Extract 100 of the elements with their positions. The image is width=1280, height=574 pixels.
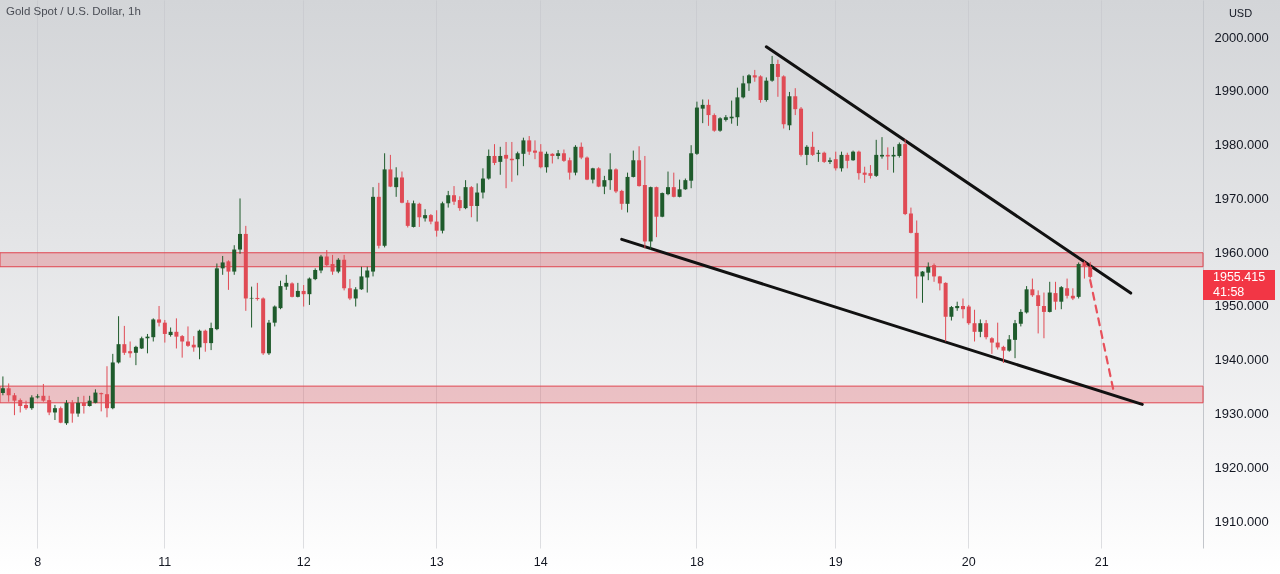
candlestick bbox=[1053, 281, 1058, 311]
x-tick-label: 8 bbox=[34, 554, 42, 569]
candlestick bbox=[307, 277, 312, 306]
candlestick bbox=[1041, 292, 1046, 339]
candlestick bbox=[567, 157, 572, 181]
candlestick bbox=[64, 399, 69, 426]
candlestick bbox=[423, 208, 428, 223]
candlestick bbox=[712, 112, 717, 133]
y-tick-label: 2000.000 bbox=[1214, 29, 1269, 45]
x-tick-label: 13 bbox=[429, 554, 444, 569]
x-tick-label: 19 bbox=[828, 554, 843, 569]
candlestick bbox=[157, 305, 162, 327]
candlestick bbox=[735, 87, 740, 127]
candlestick bbox=[706, 98, 711, 127]
candlestick bbox=[527, 135, 532, 156]
candlestick bbox=[347, 278, 352, 301]
candlestick bbox=[405, 199, 410, 228]
candlestick bbox=[874, 139, 879, 178]
candlestick bbox=[122, 325, 127, 356]
candlestick bbox=[480, 167, 485, 199]
candlestick bbox=[174, 317, 179, 349]
candlestick bbox=[180, 334, 185, 359]
candlestick bbox=[960, 297, 965, 319]
candlestick bbox=[99, 392, 104, 412]
candlestick bbox=[972, 309, 977, 342]
candlestick bbox=[197, 329, 202, 360]
candlestick bbox=[544, 151, 549, 174]
candlestick bbox=[833, 151, 838, 171]
candlestick bbox=[185, 325, 190, 348]
candlestick bbox=[671, 172, 676, 198]
candlestick bbox=[272, 304, 277, 327]
candlestick bbox=[318, 254, 323, 274]
candlestick bbox=[417, 202, 422, 228]
candlestick bbox=[770, 55, 775, 83]
candlestick bbox=[12, 392, 17, 416]
y-axis-title: USD bbox=[1228, 6, 1253, 19]
chart-title: Gold Spot / U.S. Dollar, 1h bbox=[6, 5, 141, 17]
y-tick-label: 1980.000 bbox=[1214, 137, 1269, 153]
candlestick bbox=[775, 59, 780, 98]
y-tick-label: 1920.000 bbox=[1214, 459, 1269, 475]
candlestick bbox=[359, 266, 364, 291]
candlestick bbox=[388, 154, 393, 188]
candlestick bbox=[70, 399, 75, 424]
candlestick bbox=[758, 74, 763, 104]
candlestick bbox=[232, 244, 237, 276]
candlestick bbox=[1047, 281, 1052, 313]
candlestick bbox=[434, 209, 439, 238]
candlestick bbox=[764, 76, 769, 103]
candlestick bbox=[1030, 278, 1035, 298]
candlestick bbox=[151, 317, 156, 342]
candlestick bbox=[1024, 285, 1029, 315]
candlestick bbox=[76, 396, 81, 418]
candlestick bbox=[602, 175, 607, 195]
candlestick bbox=[24, 400, 29, 411]
candlestick bbox=[226, 259, 231, 291]
candlestick bbox=[504, 141, 509, 189]
candlestick bbox=[619, 189, 624, 211]
candlestick bbox=[631, 150, 636, 178]
candlestick bbox=[469, 185, 474, 218]
x-tick-label: 14 bbox=[533, 554, 548, 569]
candlestick bbox=[498, 146, 503, 176]
candlestick bbox=[908, 207, 913, 234]
candlestick bbox=[793, 87, 798, 116]
candlestick bbox=[810, 131, 815, 157]
candlestick bbox=[116, 315, 121, 365]
candlestick bbox=[816, 149, 821, 163]
candlestick bbox=[353, 286, 358, 308]
candlestick bbox=[255, 282, 260, 302]
candlestick bbox=[827, 157, 832, 165]
candlestick bbox=[608, 152, 613, 191]
candlestick bbox=[700, 98, 705, 124]
candlestick bbox=[966, 304, 971, 326]
y-tick-label: 1930.000 bbox=[1214, 406, 1269, 422]
text: 41:58 bbox=[1213, 284, 1245, 299]
candlestick bbox=[463, 179, 468, 210]
candlestick bbox=[486, 149, 491, 181]
y-tick-label: 1970.000 bbox=[1214, 190, 1269, 206]
candlestick bbox=[0, 375, 5, 396]
y-tick-label: 1960.000 bbox=[1214, 244, 1269, 260]
candlestick bbox=[984, 319, 989, 340]
candlestick bbox=[452, 185, 457, 206]
y-tick-label: 1990.000 bbox=[1214, 83, 1269, 99]
candlestick bbox=[1013, 319, 1018, 359]
x-tick-label: 11 bbox=[158, 554, 172, 569]
candlestick bbox=[301, 284, 306, 308]
candlestick bbox=[411, 200, 416, 228]
candlestick bbox=[133, 345, 138, 366]
candlestick bbox=[52, 404, 57, 421]
candlestick bbox=[1065, 278, 1070, 299]
candlestick bbox=[989, 336, 994, 355]
candlestick bbox=[295, 282, 300, 298]
candlestick bbox=[238, 197, 243, 255]
candlestick bbox=[746, 73, 751, 92]
candlestick bbox=[613, 167, 618, 194]
candlestick bbox=[203, 329, 208, 353]
x-tick-label: 21 bbox=[1094, 554, 1109, 569]
candlestick bbox=[666, 171, 671, 196]
candlestick bbox=[804, 144, 809, 166]
candlestick bbox=[81, 395, 86, 415]
y-tick-label: 1950.000 bbox=[1214, 298, 1269, 314]
